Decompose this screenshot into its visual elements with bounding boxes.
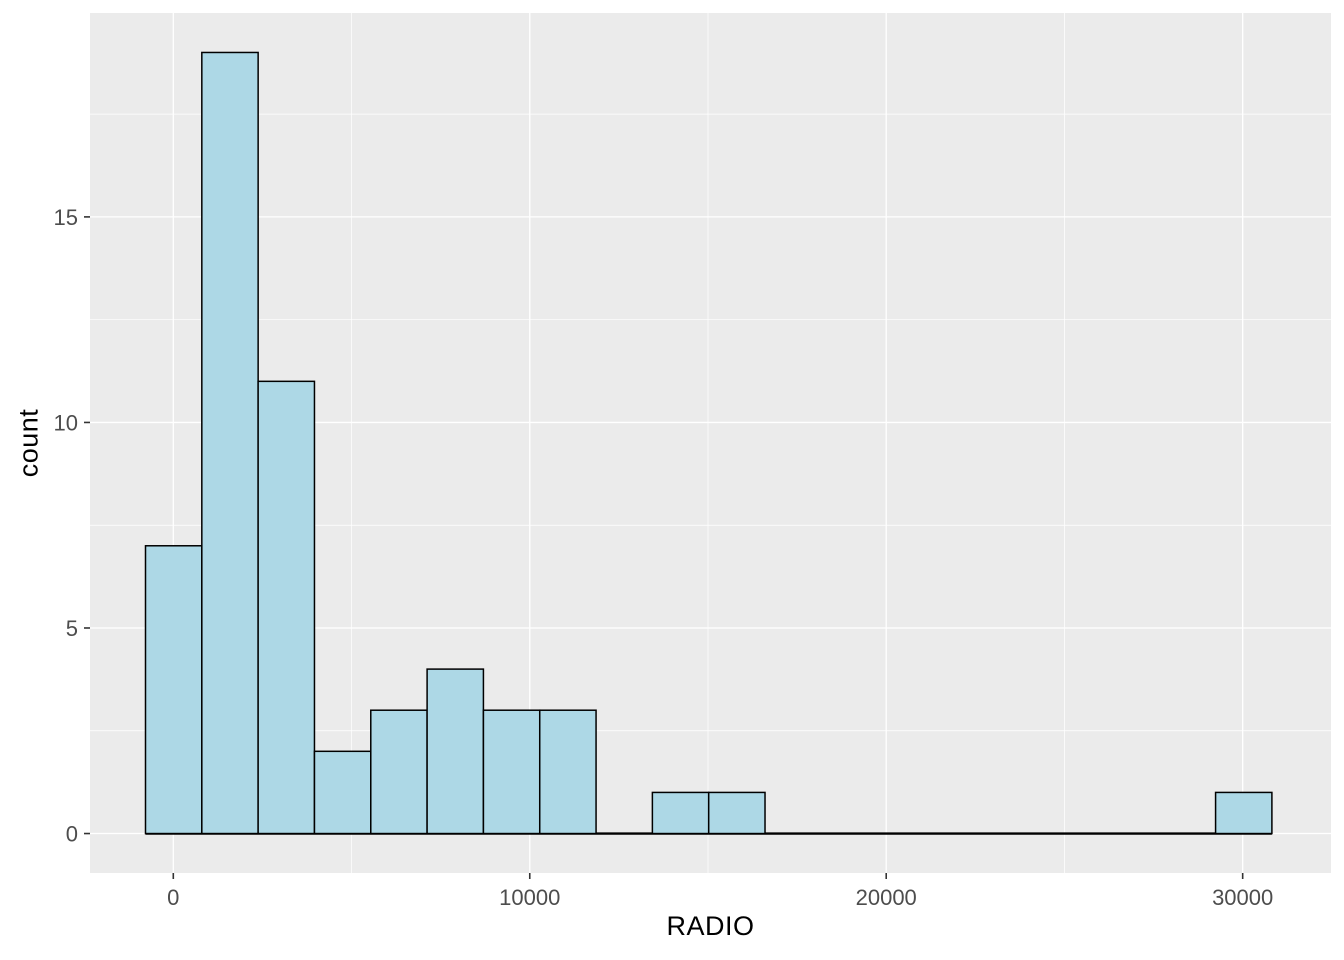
histogram-bar [707,791,766,835]
y-tick-label: 0 [66,822,78,847]
histogram-bar [1214,791,1273,835]
x-tick-label: 0 [167,885,179,910]
y-tick-label: 10 [54,410,78,435]
y-tick-label: 5 [66,616,78,641]
x-axis-title: RADIO [666,911,755,941]
histogram-bar [313,750,372,835]
x-tick-label: 30000 [1212,885,1273,910]
y-tick-label: 15 [54,205,78,230]
histogram-bar [651,791,710,835]
histogram-bar [482,709,541,835]
histogram-bar [201,51,259,835]
histogram-bar [144,545,203,835]
histogram-bar [370,709,428,835]
y-axis-title: count [13,408,44,478]
histogram-bar [426,668,485,835]
x-tick-label: 10000 [499,885,560,910]
histogram-bar [257,380,316,835]
histogram-bar [538,709,597,835]
x-tick-label: 20000 [856,885,917,910]
